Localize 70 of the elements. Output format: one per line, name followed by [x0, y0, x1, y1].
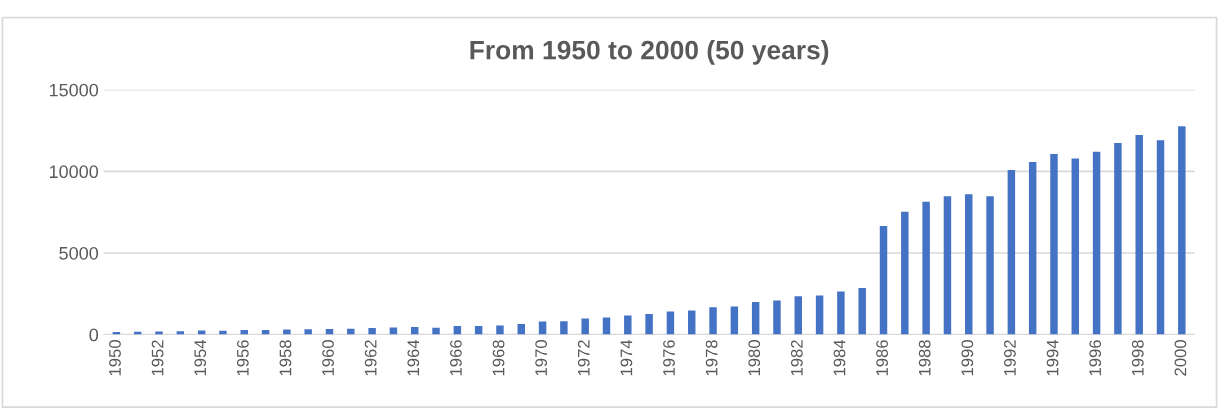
bar: [304, 329, 312, 335]
x-tick-label: 1972: [577, 340, 590, 376]
bar: [368, 328, 376, 335]
x-tick-label: 1998: [1131, 340, 1144, 376]
y-tick-label: 15000: [49, 83, 99, 97]
x-tick-label: 1986: [876, 340, 888, 376]
bar: [730, 306, 739, 335]
y-tick-label: 5000: [59, 246, 99, 260]
bar: [624, 315, 632, 335]
bar: [943, 196, 952, 335]
bar: [986, 196, 994, 335]
bar: [709, 307, 717, 335]
bar: [815, 295, 824, 335]
x-tick-label: 1964: [407, 339, 420, 376]
bar: [560, 321, 568, 335]
x-tick-label: 1980: [748, 340, 761, 376]
chart-title: From 1950 to 2000 (50 years): [470, 40, 829, 65]
bar: [837, 291, 845, 335]
bar: [901, 211, 909, 335]
bar: [1028, 161, 1037, 335]
bar: [581, 318, 589, 335]
bar: [645, 314, 653, 335]
bar: [389, 327, 398, 335]
x-tick-label: 1952: [151, 340, 164, 376]
x-tick-label: 1982: [790, 340, 803, 376]
x-tick-label: 1958: [279, 340, 292, 376]
x-tick-label: 1950: [109, 340, 121, 376]
y-tick-label: 0: [89, 328, 99, 342]
bar: [1050, 153, 1058, 335]
x-tick-label: 1974: [620, 339, 633, 376]
x-tick-label: 1962: [364, 340, 377, 376]
bar: [496, 325, 504, 335]
bar: [347, 328, 355, 335]
bar: [1114, 142, 1122, 335]
x-tick-label: 2000: [1174, 340, 1187, 376]
bar: [773, 300, 781, 335]
bar: [688, 310, 696, 335]
x-tick-label: 1956: [236, 340, 249, 376]
bar: [517, 324, 525, 335]
bar: [197, 330, 206, 335]
bar: [1092, 151, 1101, 335]
y-tick-label: 10000: [49, 165, 99, 179]
bar: [432, 327, 440, 335]
x-tick-label: 1966: [450, 340, 462, 376]
x-tick-label: 1978: [705, 340, 718, 376]
bar: [965, 194, 973, 335]
x-tick-label: 1960: [322, 340, 334, 376]
x-tick-label: 1976: [663, 340, 675, 376]
x-tick-label: 1970: [535, 340, 548, 376]
bar: [1135, 134, 1143, 335]
x-tick-label: 1996: [1089, 340, 1102, 376]
bar: [922, 201, 930, 335]
bar: [155, 331, 163, 335]
bar: [602, 317, 611, 335]
x-tick-label: 1954: [194, 339, 207, 376]
bar: [879, 226, 888, 335]
x-tick-label: 1968: [492, 340, 505, 376]
x-tick-label: 1992: [1004, 340, 1016, 376]
bar: [751, 301, 760, 335]
bar: [794, 296, 803, 335]
bar: [1156, 140, 1165, 335]
x-tick-label: 1984: [833, 339, 846, 376]
bar: [1007, 170, 1016, 335]
bar: [666, 311, 675, 335]
x-tick-label: 1994: [1046, 339, 1059, 376]
x-tick-label: 1990: [961, 340, 974, 376]
bar: [858, 288, 866, 335]
x-tick-label: 1988: [918, 340, 931, 376]
bar: [1178, 126, 1186, 335]
bar: [1071, 158, 1080, 335]
